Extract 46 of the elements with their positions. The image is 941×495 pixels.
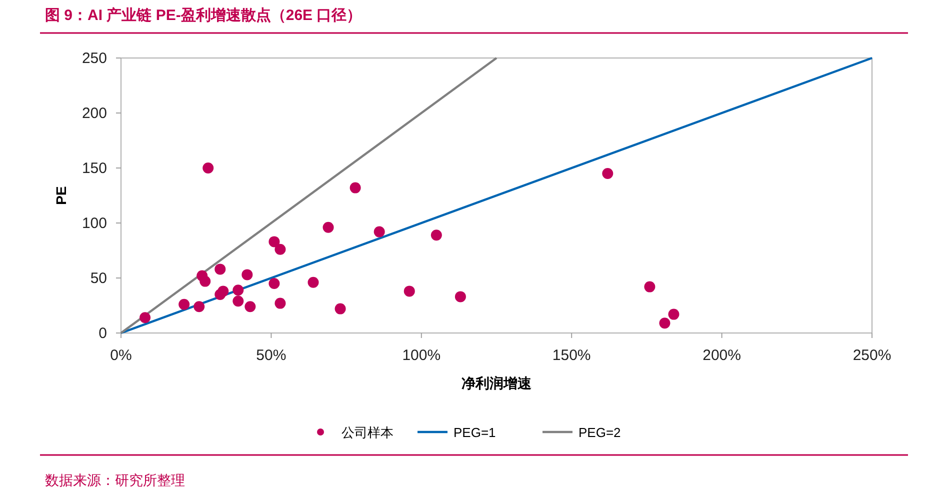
x-tick-label: 50%: [256, 347, 286, 364]
y-tick-label: 150: [82, 160, 107, 177]
y-tick-label: 50: [90, 270, 107, 287]
point: [322, 222, 334, 233]
point: [430, 230, 442, 241]
chart-title: 图 9：AI 产业链 PE-盈利增速散点（26E 口径）: [45, 7, 362, 24]
legend-label: 公司样本: [342, 425, 394, 440]
point: [140, 312, 151, 324]
y-axis-title: PE: [53, 186, 69, 205]
point: [242, 269, 253, 280]
point: [194, 301, 205, 312]
point: [274, 298, 286, 309]
point: [178, 298, 190, 310]
point: [244, 301, 256, 312]
legend-label: PEG=2: [578, 425, 621, 440]
x-tick-label: 100%: [402, 347, 441, 364]
source-note: 数据来源：研究所整理: [45, 472, 185, 488]
point: [218, 286, 229, 297]
y-tick-label: 250: [82, 50, 107, 67]
point: [268, 236, 280, 248]
point: [374, 226, 385, 238]
x-axis-title: 净利润增速: [462, 375, 532, 391]
point: [659, 318, 670, 329]
point: [232, 296, 244, 307]
point: [308, 276, 319, 288]
point: [200, 276, 211, 287]
x-tick-label: 250%: [852, 347, 892, 364]
point: [668, 308, 680, 320]
y-tick-label: 0: [98, 325, 107, 342]
x-tick-label: 200%: [702, 347, 741, 364]
point: [274, 244, 286, 255]
y-tick-label: 100: [82, 215, 107, 232]
x-tick-label: 0%: [110, 347, 132, 364]
point: [454, 291, 466, 302]
point: [644, 281, 656, 292]
legend-label: PEG=1: [454, 425, 496, 440]
x-tick-label: 150%: [552, 347, 591, 364]
point: [350, 182, 361, 194]
y-tick-label: 200: [82, 105, 107, 122]
point: [202, 162, 214, 174]
point: [268, 278, 280, 289]
point: [602, 168, 614, 179]
point: [404, 286, 415, 297]
point: [334, 303, 346, 314]
point: [214, 264, 226, 275]
point: [232, 284, 244, 296]
